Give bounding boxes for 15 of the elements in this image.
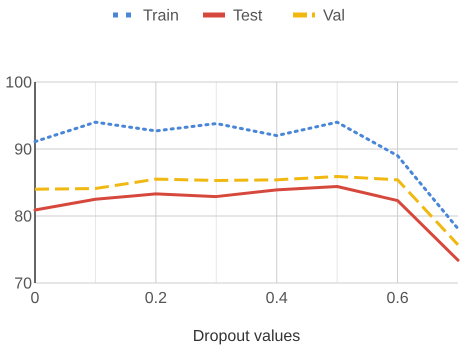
y-tick-label: 90 <box>14 142 32 159</box>
legend-label: Train <box>143 8 179 25</box>
y-tick-label: 80 <box>14 208 32 226</box>
line-series <box>34 174 460 246</box>
x-tick-label: 0.2 <box>144 290 168 307</box>
line-series <box>34 185 460 262</box>
line-series <box>34 120 460 230</box>
x-axis-title: Dropout values <box>192 328 300 345</box>
legend-label: Test <box>233 8 263 25</box>
y-tick-label: 100 <box>5 74 32 92</box>
x-tick-label: 0.4 <box>266 290 288 307</box>
y-tick-label: 70 <box>14 276 32 293</box>
x-tick-label: 0.6 <box>386 290 409 307</box>
x-tick-label: 0 <box>30 290 40 307</box>
legend-label: Val <box>323 8 345 25</box>
